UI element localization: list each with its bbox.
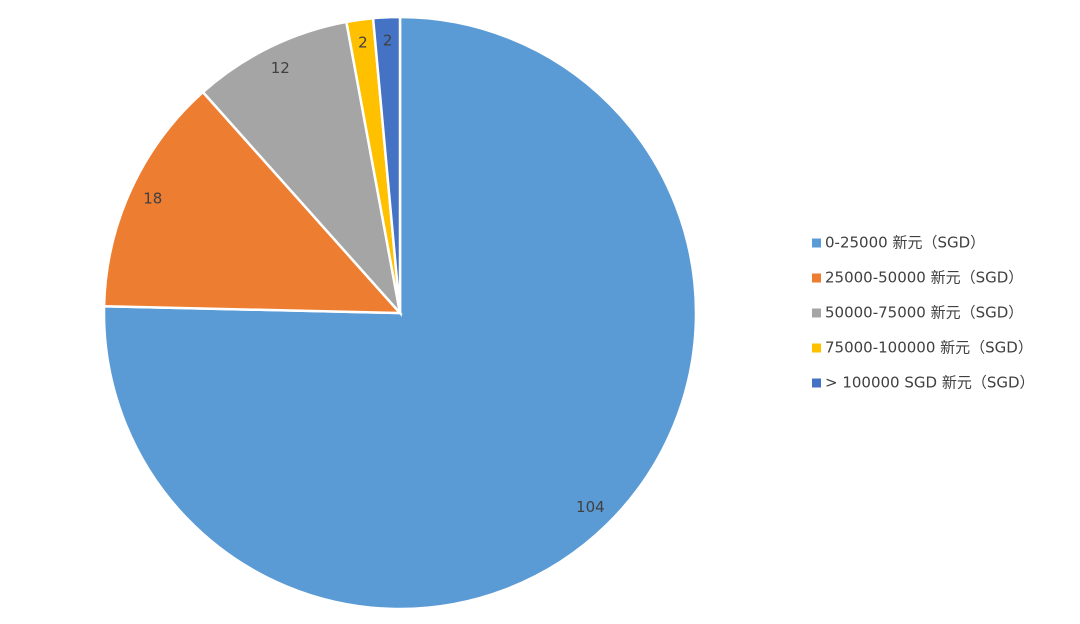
data-label: 12 bbox=[271, 59, 290, 77]
legend-label: 0-25000 新元（SGD） bbox=[825, 234, 985, 252]
legend-swatch bbox=[812, 238, 821, 248]
pie-slice bbox=[102, 90, 403, 315]
data-label: 2 bbox=[383, 31, 393, 49]
pie-slice bbox=[201, 20, 403, 318]
legend-swatch bbox=[812, 343, 821, 353]
data-label: 2 bbox=[358, 34, 368, 52]
legend-label: 50000-75000 新元（SGD） bbox=[825, 304, 1023, 322]
pie-slice bbox=[371, 15, 402, 314]
legend-label: 75000-100000 新元（SGD） bbox=[825, 339, 1033, 357]
legend-swatch bbox=[812, 273, 821, 283]
legend-label: 25000-50000 新元（SGD） bbox=[825, 269, 1023, 287]
legend-label: > 100000 SGD 新元（SGD） bbox=[825, 374, 1035, 392]
legend-swatch bbox=[812, 378, 821, 388]
data-label: 104 bbox=[576, 498, 605, 516]
legend-swatch bbox=[812, 308, 821, 318]
data-label: 18 bbox=[143, 189, 162, 207]
